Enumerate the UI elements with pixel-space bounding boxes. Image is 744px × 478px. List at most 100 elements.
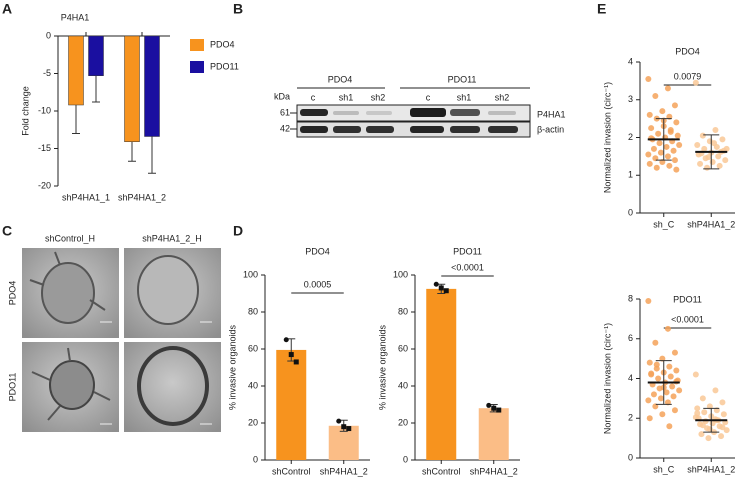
data-point bbox=[655, 130, 662, 137]
data-point bbox=[720, 411, 727, 418]
data-point bbox=[663, 143, 670, 150]
band bbox=[488, 126, 518, 133]
kda-label: kDa bbox=[274, 91, 290, 101]
legend-label: PDO4 bbox=[210, 39, 235, 49]
bar bbox=[68, 35, 84, 106]
p-value: <0.0001 bbox=[451, 262, 484, 272]
data-point bbox=[699, 422, 706, 429]
data-point bbox=[699, 132, 706, 139]
data-point bbox=[653, 361, 660, 368]
chart-title: PDO11 bbox=[673, 294, 702, 304]
y-tick-label: 4 bbox=[628, 56, 633, 66]
y-tick-label: 6 bbox=[628, 333, 633, 343]
data-point bbox=[697, 160, 704, 167]
y-tick-label: -20 bbox=[38, 180, 51, 190]
data-point bbox=[719, 136, 726, 143]
data-point bbox=[670, 147, 677, 154]
protein-label: P4HA1 bbox=[537, 109, 566, 119]
data-point bbox=[650, 145, 657, 152]
chart-title: P4HA1 bbox=[61, 12, 90, 22]
data-point bbox=[712, 126, 719, 133]
legend-swatch bbox=[190, 39, 204, 51]
data-point bbox=[692, 371, 699, 378]
y-tick-label: -5 bbox=[43, 68, 51, 78]
data-point bbox=[715, 153, 722, 160]
row-label: PDO4 bbox=[7, 281, 17, 306]
data-point bbox=[667, 373, 674, 380]
data-point bbox=[433, 281, 439, 287]
y-tick-label: -10 bbox=[38, 105, 51, 115]
data-point bbox=[718, 433, 725, 440]
panel-letter: E bbox=[597, 1, 606, 17]
data-point bbox=[676, 387, 683, 394]
data-point bbox=[657, 149, 664, 156]
p-value: 0.0079 bbox=[674, 71, 702, 81]
data-point bbox=[664, 325, 671, 332]
data-point bbox=[692, 79, 699, 86]
x-tick-label: shP4HA1_2 bbox=[320, 466, 368, 476]
data-point bbox=[704, 164, 711, 171]
data-point bbox=[676, 142, 683, 149]
data-point bbox=[706, 426, 713, 433]
data-point bbox=[705, 435, 712, 442]
panel-letter: D bbox=[233, 223, 243, 239]
data-point bbox=[646, 111, 653, 118]
data-point bbox=[341, 424, 347, 430]
organoid bbox=[41, 262, 95, 324]
data-point bbox=[645, 397, 652, 404]
x-tick-label: shP4HA1_2 bbox=[687, 219, 735, 229]
y-tick-label: 0 bbox=[628, 452, 633, 462]
y-tick-label: 20 bbox=[248, 417, 258, 427]
data-point bbox=[645, 75, 652, 82]
y-tick-label: 1 bbox=[628, 170, 633, 180]
y-tick-label: 100 bbox=[243, 269, 258, 279]
data-point bbox=[671, 349, 678, 356]
data-point bbox=[674, 132, 681, 139]
data-point bbox=[652, 92, 659, 99]
protrusion bbox=[29, 251, 106, 311]
bar bbox=[426, 288, 457, 460]
y-axis-label: Fold change bbox=[20, 86, 30, 136]
data-point bbox=[648, 370, 655, 377]
data-point bbox=[655, 375, 662, 382]
data-point bbox=[694, 405, 701, 412]
data-point bbox=[652, 339, 659, 346]
lane-label: c bbox=[426, 92, 431, 102]
y-tick-label: -15 bbox=[38, 143, 51, 153]
y-tick-label: 3 bbox=[628, 94, 633, 104]
x-tick-label: shControl bbox=[422, 466, 461, 476]
group-label: PDO11 bbox=[448, 74, 477, 84]
bands bbox=[300, 108, 518, 133]
data-point bbox=[723, 145, 730, 152]
y-tick-label: 4 bbox=[628, 373, 633, 383]
data-point bbox=[646, 359, 653, 366]
data-point bbox=[664, 85, 671, 92]
data-point bbox=[705, 154, 712, 161]
y-tick-label: 80 bbox=[248, 306, 258, 316]
data-point bbox=[486, 402, 492, 408]
band bbox=[366, 126, 394, 133]
data-point bbox=[719, 399, 726, 406]
data-point bbox=[694, 142, 701, 149]
data-point bbox=[491, 405, 497, 411]
organoid bbox=[137, 346, 209, 426]
panel-letter: C bbox=[2, 223, 12, 239]
data-point bbox=[656, 140, 663, 147]
x-tick-label: sh_C bbox=[653, 219, 675, 229]
y-axis-label: % invasive organoids bbox=[227, 324, 237, 410]
data-point bbox=[667, 128, 674, 135]
y-tick-label: 40 bbox=[398, 380, 408, 390]
data-point bbox=[719, 424, 726, 431]
data-point bbox=[666, 363, 673, 370]
x-tick-label: sh_C bbox=[653, 464, 675, 474]
y-axis-label: % invasive organoids bbox=[377, 324, 387, 410]
data-point bbox=[336, 418, 342, 424]
x-tick-label: shP4HA1_2 bbox=[118, 192, 166, 202]
y-tick-label: 60 bbox=[398, 343, 408, 353]
data-point bbox=[711, 140, 718, 147]
bar bbox=[88, 35, 104, 76]
data-point bbox=[670, 393, 677, 400]
data-point bbox=[659, 108, 666, 115]
data-point bbox=[645, 297, 652, 304]
data-point bbox=[671, 102, 678, 109]
